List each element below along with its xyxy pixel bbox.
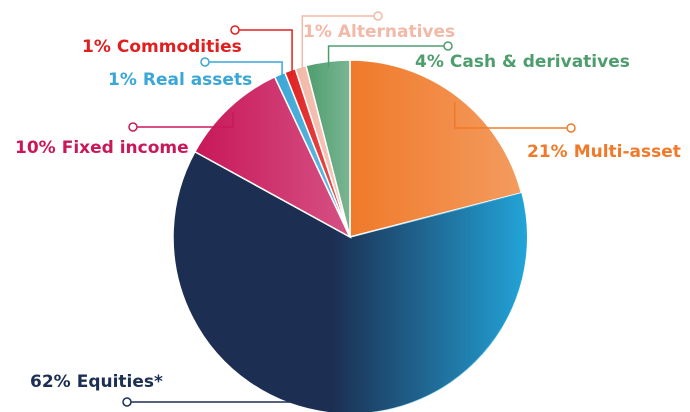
- leader-dot: [122, 397, 132, 407]
- slice-value-label: 21%: [527, 142, 568, 162]
- labels: 21% Multi-asset 62% Equities* 10% Fixed incom…: [15, 11, 681, 407]
- slice-label: 4% Cash & derivatives: [415, 52, 630, 72]
- leader-dot: [200, 57, 210, 67]
- leader-line: [127, 401, 330, 407]
- slice-value-label: 10%: [15, 138, 56, 158]
- leader-dot: [373, 11, 383, 21]
- slice-name: Multi-asset: [574, 142, 681, 162]
- slice-value-label: 1%: [82, 37, 111, 57]
- slice-label: 1% Real assets: [108, 70, 252, 90]
- slice-label: 1% Commodities: [82, 37, 242, 57]
- leader-dot: [128, 122, 138, 132]
- slice-name: Real assets: [143, 70, 252, 90]
- leader-dot: [566, 123, 576, 133]
- leader-dot: [443, 41, 453, 51]
- slice-name: Equities*: [77, 372, 163, 392]
- slice-label: 10% Fixed income: [15, 138, 189, 158]
- slice-name: Fixed income: [62, 138, 189, 158]
- slice-label: 21% Multi-asset: [527, 142, 681, 162]
- leader-line: [301, 15, 378, 73]
- leader-line: [327, 45, 448, 68]
- leader-dot: [230, 25, 240, 35]
- slice-value-label: 62%: [30, 372, 71, 392]
- slice-name: Commodities: [117, 37, 242, 57]
- slice-label: 1% Alternatives: [303, 22, 455, 42]
- slice-name: Cash & derivatives: [450, 52, 630, 72]
- pie: [172, 59, 528, 412]
- slice-value-label: 4%: [415, 52, 444, 72]
- leader-line: [133, 112, 234, 128]
- leader-line: [205, 61, 283, 81]
- leader-line: [454, 101, 571, 129]
- leader-line: [235, 29, 293, 77]
- slice-name: Alternatives: [338, 22, 455, 42]
- slice-value-label: 1%: [303, 22, 332, 42]
- slice-value-label: 1%: [108, 70, 137, 90]
- slice-label: 62% Equities*: [30, 372, 163, 392]
